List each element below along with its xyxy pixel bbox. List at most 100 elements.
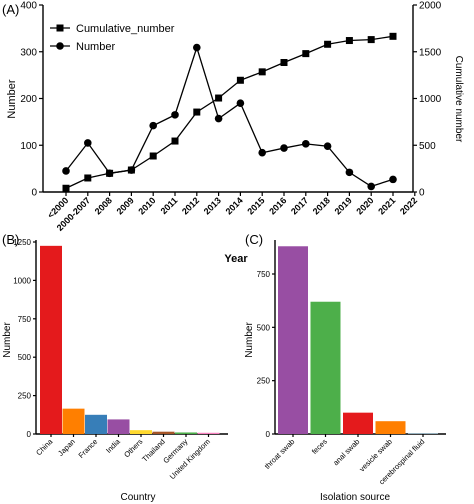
panel-c-x-tick-label: anal swab	[331, 437, 361, 467]
panel-a-y2-axis-title: Cumulative number	[453, 56, 464, 143]
panel-a-x-axis-title: Year	[224, 253, 248, 265]
panel-a-x-tick-label: 2018	[311, 195, 332, 216]
panel-a-x-tick-label: 2022	[398, 195, 419, 216]
panel-c-y-tick-label: 250	[257, 377, 271, 386]
panel-a-number-point	[280, 144, 288, 152]
panel-a-number-point	[149, 121, 157, 130]
panel-a-legend-label: Number	[76, 41, 115, 53]
panel-a-y-tick-label: 200	[20, 94, 37, 105]
panel-a-y2-tick-label: 500	[419, 141, 436, 152]
panel-b-bar	[40, 245, 62, 434]
panel-a-label: (A)	[2, 2, 19, 17]
panel-b-y-axis-title: Number	[2, 322, 13, 358]
panel-a-cumulative-point	[149, 152, 157, 160]
panel-c-bar	[310, 301, 341, 434]
panel-a-y2-tick-label: 0	[419, 188, 425, 199]
panel-a-number-point	[389, 175, 397, 184]
panel-a-y2-tick-label: 1000	[419, 94, 442, 105]
panel-a-number-point	[193, 43, 201, 52]
panel-c-x-axis-title: Isolation source	[320, 492, 390, 503]
panel-b-y-tick-label: 500	[18, 353, 32, 362]
panel-c-bar	[343, 412, 373, 434]
panel-c-bar	[408, 433, 438, 434]
panel-c-bar	[375, 421, 406, 434]
panel-c-y-tick-label: 0	[266, 430, 271, 439]
panel-a-number-line	[65, 45, 394, 188]
panel-a-cumulative-point	[193, 108, 201, 116]
panel-a-x-tick-label: 2016	[267, 195, 288, 216]
panel-a-cumulative-point	[215, 94, 223, 102]
panel-b-y-tick-label: 1250	[13, 238, 31, 247]
panel-a-number-point	[105, 169, 114, 178]
panel-a-x-tick-label: 2021	[376, 195, 397, 216]
panel-a-number-point	[214, 114, 223, 123]
panel-a-x-tick-label: 2020	[354, 195, 375, 216]
panel-a-cumulative-point	[345, 37, 353, 45]
panel-b-bar	[62, 408, 85, 434]
panel-a-number-point	[127, 166, 136, 174]
panel-a-cumulative-point	[367, 36, 375, 44]
panel-a-x-tick-label: 2013	[202, 195, 223, 216]
panel-a-number-point	[258, 148, 267, 157]
panel-a-y-tick-label: 400	[20, 1, 37, 12]
panel-a-y2-tick-label: 1500	[419, 47, 442, 58]
panel-b-bar	[85, 414, 107, 434]
panel-a-cumulative-point	[389, 32, 397, 40]
panel-c-x-tick-label: feces	[310, 437, 329, 456]
panel-b-x-tick-label: United Kingdom	[168, 437, 212, 481]
panel-a-number-point	[171, 111, 179, 119]
panel-c-y-tick-label: 500	[257, 323, 271, 332]
panel-a-legend-square-marker	[56, 24, 64, 32]
panel-a-y-tick-label: 0	[31, 188, 37, 199]
panel-a-x-tick-label: 2010	[136, 195, 157, 216]
panel-a-number-point	[302, 140, 310, 148]
panel-c-bar	[278, 246, 308, 434]
panel-a-number-point	[323, 142, 332, 150]
panel-b-x-axis-title: Country	[120, 492, 155, 503]
panel-a-x-tick-label: 2011	[159, 195, 180, 216]
panel-a-cumulative-point	[171, 137, 179, 145]
panel-a-legend-label: Cumulative_number	[76, 23, 175, 35]
panel-b-x-tick-label: France	[77, 437, 100, 460]
panel-a-y2-tick-label: 2000	[419, 1, 442, 12]
panel-a-number-point	[62, 167, 70, 175]
panel-a-cumulative-point	[280, 59, 288, 67]
panel-a-x-tick-label: 2015	[245, 195, 266, 216]
panel-b-x-tick-label: Japan	[56, 437, 77, 458]
panel-c-label: (C)	[245, 232, 263, 247]
panel-a-number-point	[345, 168, 354, 177]
panel-b-bar	[175, 432, 197, 434]
panel-b-bar	[107, 419, 130, 434]
panel-b-y-tick-label: 750	[18, 315, 32, 324]
panel-c-y-axis-title: Number	[244, 322, 255, 358]
panel-c-y-tick-label: 750	[257, 270, 271, 279]
panel-a-cumulative-point	[324, 40, 332, 48]
panel-a-cumulative-point	[236, 76, 244, 84]
panel-a-x-tick-label: 2012	[180, 195, 201, 216]
panel-b-y-tick-label: 250	[18, 392, 32, 401]
panel-a-y-axis-title: Number	[6, 79, 18, 118]
panel-a-cumulative-point	[302, 50, 310, 58]
panel-a-number-point	[367, 182, 376, 191]
panel-a-y-tick-label: 100	[20, 141, 37, 152]
panel-a-x-tick-label: 2017	[289, 195, 310, 216]
panel-b-y-tick-label: 0	[27, 430, 32, 439]
panel-b-bar	[130, 430, 152, 434]
panel-a-number-point	[236, 99, 245, 107]
panel-a-cumulative-point	[84, 174, 92, 182]
panel-b-x-tick-label: India	[104, 436, 122, 454]
panel-b-y-tick-label: 1000	[13, 276, 31, 285]
panel-b-bar	[197, 432, 220, 434]
panel-a-legend-circle-marker	[56, 42, 64, 50]
panel-b-bar	[152, 431, 175, 434]
panel-a-x-tick-label: 2019	[333, 195, 354, 216]
panel-a-number-point	[84, 139, 92, 147]
panel-a-cumulative-point	[258, 68, 266, 76]
panel-a-x-tick-label: 2014	[224, 195, 245, 216]
panel-b-label: (B)	[2, 232, 19, 247]
panel-c-x-tick-label: throat swab	[263, 437, 297, 471]
panel-b-x-tick-label: China	[34, 436, 55, 457]
panel-a-cumulative-point	[62, 184, 70, 192]
panel-a-y-tick-label: 300	[20, 47, 37, 58]
